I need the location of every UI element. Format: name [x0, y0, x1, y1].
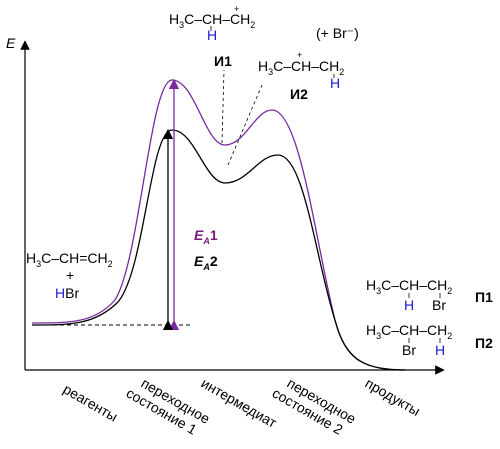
svg-text:H: H	[207, 27, 217, 43]
svg-text:И1: И1	[214, 53, 232, 69]
svg-text:интермедиат: интермедиат	[199, 375, 281, 431]
svg-text:H: H	[330, 75, 340, 91]
ea1-label: EA1	[194, 227, 218, 246]
intermediate-1-structure: H3C–CH–CH2 + H И1	[169, 4, 255, 69]
ea2-label: EA2	[194, 253, 218, 272]
svg-text:H3C–CH–CH2: H3C–CH–CH2	[258, 58, 344, 77]
svg-text:Br: Br	[432, 297, 446, 313]
svg-text:реагенты: реагенты	[61, 381, 121, 425]
reactants-structure: H3C–CH=CH2 + HBr	[26, 250, 113, 301]
x-label-transition-state-2: переходное состояние 2	[270, 375, 359, 438]
counterion: (+ Br⁻)	[316, 25, 359, 41]
curve-pathway-2	[31, 129, 406, 371]
svg-text:H3C–CH=CH2: H3C–CH=CH2	[26, 250, 113, 269]
svg-text:продукты: продукты	[363, 375, 424, 419]
product-2-structure: H3C–CH–CH2 Br H П2	[366, 322, 493, 358]
svg-text:EA1: EA1	[194, 227, 218, 246]
svg-text:HBr: HBr	[55, 285, 79, 301]
intermediate-2-structure: H3C–CH–CH2 + H И2	[258, 50, 344, 102]
x-label-transition-state-1: переходное состояние 1	[124, 375, 213, 438]
svg-text:H3C–CH–CH2: H3C–CH–CH2	[169, 11, 255, 30]
product-1-structure: H3C–CH–CH2 H Br П1	[366, 277, 493, 313]
svg-text:И2: И2	[290, 86, 308, 102]
x-label-intermediate: интермедиат	[199, 375, 281, 431]
y-axis-label: E	[6, 35, 16, 51]
curve-pathway-1	[31, 79, 406, 371]
svg-text:H: H	[435, 342, 445, 358]
svg-text:Br: Br	[402, 342, 416, 358]
svg-text:П1: П1	[475, 289, 493, 305]
svg-text:П2: П2	[475, 335, 493, 351]
svg-text:+: +	[234, 4, 239, 14]
svg-text:+: +	[66, 267, 74, 283]
svg-text:+: +	[297, 50, 302, 60]
svg-text:H3C–CH–CH2: H3C–CH–CH2	[366, 322, 452, 341]
x-label-products: продукты	[363, 375, 424, 419]
svg-text:EA2: EA2	[194, 253, 218, 272]
svg-text:H3C–CH–CH2: H3C–CH–CH2	[366, 277, 452, 296]
x-label-reagents: реагенты	[61, 381, 121, 425]
i1-leader	[221, 69, 225, 144]
i2-leader	[227, 84, 263, 166]
svg-text:H: H	[404, 297, 414, 313]
